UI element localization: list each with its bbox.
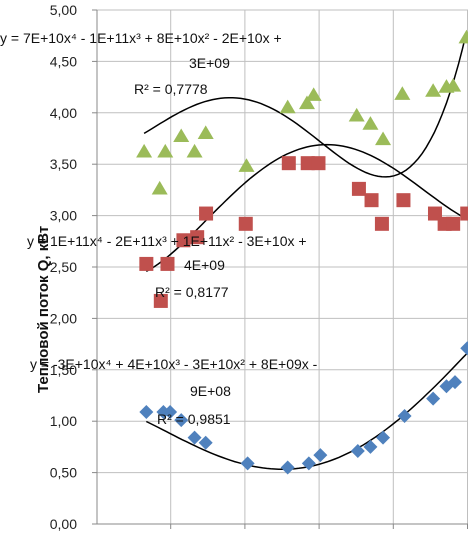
y-tick-label: 3,50 — [50, 156, 77, 172]
y-tick-label: 2,50 — [50, 259, 77, 275]
data-point-triangle — [279, 99, 296, 114]
trendline-square — [145, 143, 468, 273]
data-point-diamond — [174, 413, 189, 428]
data-point-triangle — [238, 158, 255, 172]
y-tick-label: 3,00 — [50, 208, 77, 224]
data-point-diamond — [280, 460, 295, 475]
y-tick-label: 0,50 — [50, 465, 77, 481]
axes — [96, 10, 468, 525]
data-point-triangle — [458, 29, 468, 44]
data-point-triangle — [305, 87, 322, 101]
data-points — [136, 29, 468, 475]
data-point-square — [160, 256, 175, 271]
data-point-diamond — [376, 430, 391, 445]
trendline-equation-red-line1: y = 1E+11x⁴ - 2E+11x³ + 1E+11x² - 3E+10x… — [27, 233, 307, 249]
data-point-triangle — [362, 116, 379, 130]
data-point-diamond — [313, 448, 328, 463]
y-tick-label: 0,00 — [50, 516, 77, 532]
data-point-square — [460, 206, 468, 221]
y-tick-labels: 0,00 0,50 1,00 1,50 2,00 2,50 3,00 3,50 4,00 4,50… — [50, 2, 77, 532]
data-point-square — [396, 193, 411, 208]
data-point-diamond — [448, 375, 463, 390]
data-point-triangle — [445, 78, 462, 92]
data-point-diamond — [139, 404, 154, 419]
trendlines — [143, 31, 468, 471]
y-tick-label: 1,00 — [50, 413, 77, 429]
data-point-triangle — [348, 107, 365, 122]
data-point-triangle — [136, 143, 153, 158]
data-point-diamond — [426, 391, 441, 406]
data-point-diamond — [460, 341, 468, 356]
data-point-diamond — [198, 435, 213, 450]
data-point-diamond — [301, 456, 316, 471]
trendline-equation-green-line2: 3E+09 — [189, 55, 230, 71]
data-point-square — [300, 156, 315, 171]
data-point-square — [446, 216, 461, 231]
data-point-square — [139, 256, 154, 271]
data-point-diamond — [240, 456, 255, 471]
y-tick-label: 5,00 — [50, 2, 77, 18]
data-point-diamond — [350, 444, 365, 459]
trendline-equation-blue-line2: 9E+08 — [190, 383, 231, 399]
y-tick-label: 2,00 — [50, 310, 77, 326]
trendline-triangle — [143, 31, 468, 178]
data-point-square — [311, 156, 326, 171]
data-point-square — [190, 230, 205, 245]
data-point-triangle — [173, 128, 190, 143]
data-point-triangle — [298, 95, 315, 110]
data-point-square — [176, 233, 191, 248]
data-point-triangle — [394, 86, 411, 100]
data-point-square — [364, 193, 379, 208]
data-point-triangle — [425, 83, 442, 97]
trendline-r2-blue: R² = 0,9851 — [157, 411, 231, 427]
trendline-equation-green-line1: y = 7E+10x⁴ - 1E+11x³ + 8E+10x² - 2E+10x… — [0, 30, 282, 46]
data-point-triangle — [151, 180, 168, 195]
data-point-diamond — [397, 409, 412, 424]
data-point-triangle — [197, 125, 214, 139]
y-axis-title: Тепловой поток Q, кВт — [35, 226, 52, 393]
data-point-square — [199, 206, 214, 221]
data-point-square — [351, 181, 366, 196]
y-tick-label: 1,50 — [50, 362, 77, 378]
y-tick-label: 4,50 — [50, 53, 77, 69]
data-point-diamond — [363, 439, 378, 454]
data-point-triangle — [157, 143, 174, 158]
data-point-triangle — [186, 143, 203, 158]
trendline-r2-red: R² = 0,8177 — [155, 284, 229, 300]
trendline-equation-red-line2: 4E+09 — [184, 257, 225, 273]
data-point-square — [281, 156, 296, 171]
data-point-square — [238, 216, 253, 231]
data-point-diamond — [163, 404, 178, 419]
trendline-equation-blue-line1: y = -3E+10x⁴ + 4E+10x³ - 3E+10x² + 8E+09… — [30, 356, 318, 372]
trendline-r2-green: R² = 0,7778 — [134, 81, 208, 97]
data-point-triangle — [375, 131, 392, 146]
data-point-square — [153, 293, 168, 308]
data-point-square — [374, 216, 389, 231]
data-point-diamond — [187, 430, 202, 445]
y-tick-label: 4,00 — [50, 105, 77, 121]
